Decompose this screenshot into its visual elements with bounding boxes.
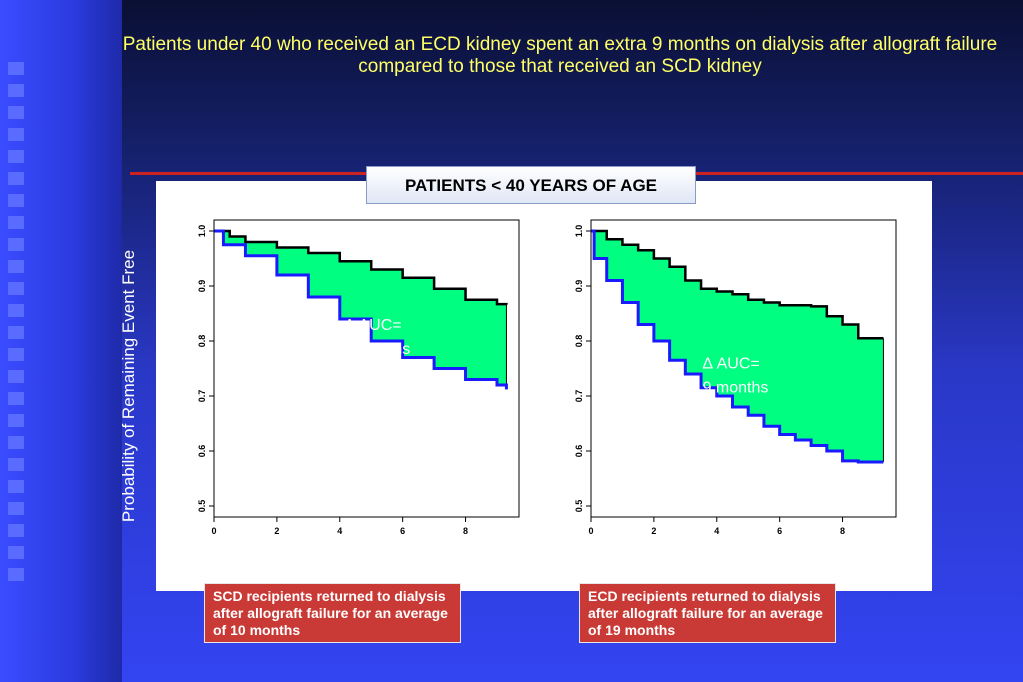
x-tick-label: 6: [777, 526, 782, 536]
x-tick-label: 8: [840, 526, 845, 536]
y-axis-label-container: Probability of Remaining Event Free: [118, 226, 140, 546]
y-tick-label: 0.6: [574, 445, 584, 458]
x-tick-label: 8: [463, 526, 468, 536]
upper-curve: [214, 229, 508, 306]
plot-frame: [590, 219, 897, 518]
y-tick-label: 0.8: [574, 335, 584, 348]
x-tick-label: 2: [274, 526, 279, 536]
x-tick-label: 4: [714, 526, 719, 536]
scd-survival-chart: 0.5 0.6 0.7 0.8 0.9 1.0 0 2 4 6 8 Δ AUC= 10 months: [197, 219, 520, 536]
ecd-survival-chart: 0.5 0.6 0.7 0.8 0.9 1.0 0 2 4 6 8 Δ AUC= 19 months: [574, 219, 897, 536]
x-tick-label: 4: [337, 526, 342, 536]
auc-annotation: 10 months: [336, 341, 411, 358]
x-tick-label: 6: [400, 526, 405, 536]
y-tick-label: 1.0: [574, 225, 584, 238]
auc-annotation: Δ AUC=: [702, 356, 759, 373]
auc-area: [214, 231, 507, 390]
auc-annotation: Δ AUC=: [344, 317, 401, 334]
y-tick-label: 1.0: [197, 225, 207, 238]
y-tick-label: 0.7: [574, 390, 584, 403]
decorative-squares: [8, 62, 26, 590]
y-tick-label: 0.6: [197, 445, 207, 458]
x-tick-label: 0: [588, 526, 593, 536]
auc-annotation: 19 months: [694, 380, 769, 397]
y-tick-label: 0.5: [574, 500, 584, 513]
auc-area: [591, 231, 884, 462]
plot-frame: [213, 219, 520, 518]
ecd-callout: ECD recipients returned to dialysis afte…: [579, 583, 836, 643]
y-tick-label: 0.5: [197, 500, 207, 513]
y-axis-label: Probability of Remaining Event Free: [119, 249, 138, 523]
y-tick-label: 0.9: [197, 280, 207, 293]
x-tick-label: 0: [211, 526, 216, 536]
y-tick-label: 0.9: [574, 280, 584, 293]
y-tick-label: 0.7: [197, 390, 207, 403]
lower-curve: [591, 229, 884, 464]
slide-title: Patients under 40 who received an ECD ki…: [122, 34, 998, 77]
chart-header: PATIENTS < 40 YEARS OF AGE: [366, 166, 696, 204]
y-tick-label: 0.8: [197, 335, 207, 348]
left-decoration-band: [0, 0, 122, 682]
scd-callout: SCD recipients returned to dialysis afte…: [204, 583, 461, 643]
upper-curve: [591, 229, 884, 340]
x-tick-label: 2: [651, 526, 656, 536]
lower-curve: [214, 229, 508, 390]
